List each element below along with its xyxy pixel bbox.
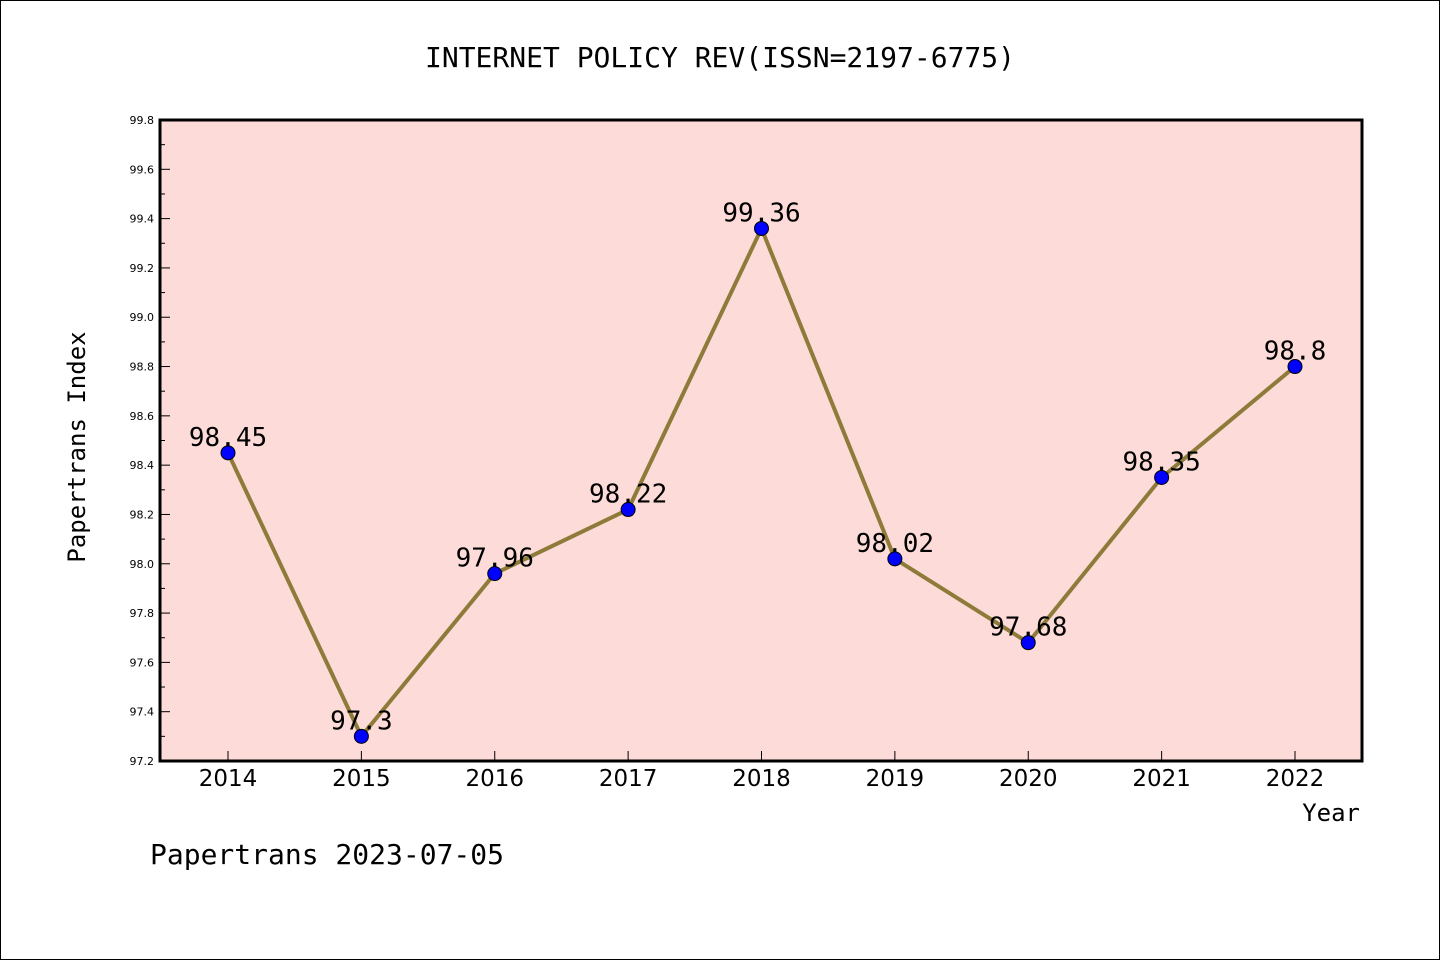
- x-tick-label: 2022: [1266, 766, 1325, 792]
- x-tick-label: 2017: [599, 766, 658, 792]
- y-tick-label: 97.8: [130, 607, 155, 620]
- x-tick-label: 2018: [732, 766, 791, 792]
- y-tick-label: 99.4: [130, 213, 155, 226]
- x-axis-label: Year: [1302, 799, 1360, 827]
- data-label: 98.35: [1122, 447, 1200, 477]
- data-label: 97.3: [330, 706, 393, 736]
- data-label: 97.96: [456, 544, 534, 574]
- y-tick-label: 99.2: [130, 262, 155, 275]
- x-tick-label: 2019: [866, 766, 925, 792]
- x-tick-label: 2020: [999, 766, 1058, 792]
- data-point: [1287, 359, 1303, 375]
- data-point: [754, 220, 769, 236]
- data-label: 98.02: [856, 529, 934, 559]
- data-point: [887, 551, 903, 567]
- y-tick-label: 97.2: [130, 755, 155, 768]
- y-tick-label: 98.8: [130, 361, 155, 374]
- data-point: [620, 502, 636, 518]
- data-point: [487, 566, 503, 582]
- data-point: [1154, 469, 1170, 485]
- y-tick-label: 99.6: [130, 163, 155, 176]
- x-axis: 2014 2015 2016 2017 2018 2019 2020 2021 2022: [199, 751, 1325, 792]
- data-label: 98.45: [189, 423, 267, 453]
- y-tick-label: 97.4: [130, 706, 155, 719]
- data-point: [1020, 635, 1036, 651]
- data-label: 98.22: [589, 480, 667, 510]
- data-point: [220, 445, 236, 461]
- data-point: [353, 728, 369, 744]
- y-tick-label: 99.8: [130, 114, 155, 127]
- plot-border: [158, 118, 1364, 763]
- y-tick-label: 98.2: [130, 508, 155, 521]
- y-axis: 97.2 97.4 97.6 97.8 98.0 98.2 98.4 98.6 98.8 99.0…: [130, 114, 170, 768]
- data-labels-group: 98.45 97.3 97.96 98.22 99.36 98.02 97.68 98.35 9…: [189, 198, 1326, 736]
- chart-title: INTERNET POLICY REV(ISSN=2197-6775): [425, 41, 1015, 74]
- x-tick-label: 2021: [1132, 766, 1191, 792]
- y-tick-label: 97.6: [130, 656, 155, 669]
- footer-credit: Papertrans 2023-07-05: [150, 838, 504, 871]
- data-label: 98.8: [1264, 337, 1327, 367]
- markers-group: [220, 220, 1303, 744]
- data-label: 99.36: [722, 198, 800, 228]
- y-axis-label: Papertrans Index: [63, 331, 91, 562]
- y-tick-label: 98.6: [130, 410, 155, 423]
- x-tick-label: 2016: [465, 766, 524, 792]
- y-tick-label: 99.0: [130, 311, 155, 324]
- y-tick-label: 98.0: [130, 558, 155, 571]
- y-tick-label: 98.4: [130, 459, 155, 472]
- data-label: 97.68: [989, 613, 1067, 643]
- x-tick-label: 2015: [332, 766, 391, 792]
- x-tick-label: 2014: [199, 766, 258, 792]
